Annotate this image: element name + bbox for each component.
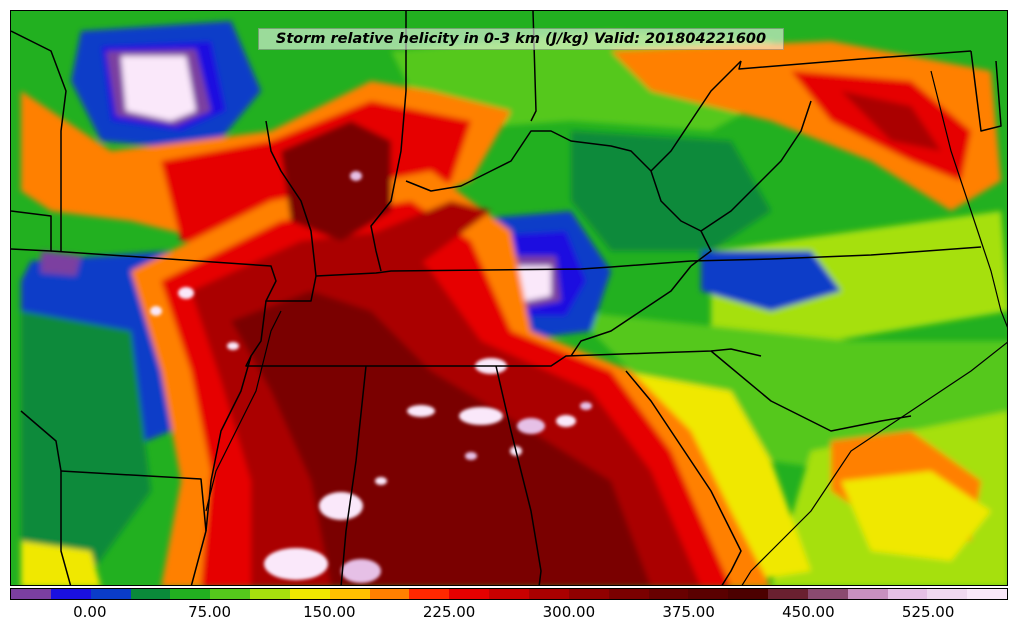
coastline — [741, 341, 1007, 585]
field-patch-yellow-coast — [841, 471, 991, 561]
colorbar-swatch — [90, 589, 131, 599]
colorbar-tick-label: 150.00 — [303, 603, 356, 621]
colorbar-tick-label: 300.00 — [542, 603, 596, 621]
coastlines-rivers — [205, 70, 1007, 585]
extreme-cell — [319, 492, 363, 520]
field-patch-blue-va — [701, 251, 841, 311]
colorbar-swatch — [528, 589, 569, 599]
border-line — [190, 355, 252, 585]
colorbar — [10, 588, 1008, 600]
colorbar-swatch — [210, 589, 251, 599]
colorbar-tick-label: 525.00 — [901, 603, 955, 621]
colorbar-swatch — [847, 589, 888, 599]
helicity-map-svg — [11, 11, 1007, 585]
helicity-extreme-cells — [150, 171, 592, 583]
border-line — [405, 130, 652, 192]
extreme-cell — [407, 405, 435, 417]
state-borders — [11, 11, 1002, 585]
border-line — [690, 230, 712, 267]
extreme-cell — [580, 402, 592, 410]
extreme-cell — [517, 418, 545, 434]
colorbar-swatch — [50, 589, 91, 599]
field-patch-purple-west — [41, 251, 81, 276]
helicity-field — [21, 21, 1007, 585]
border-line — [650, 60, 742, 172]
colorbar-swatch — [489, 589, 529, 599]
colorbar-tick-label: 75.00 — [188, 603, 232, 621]
extreme-cell — [350, 171, 362, 181]
field-patch-darkgreen-wv — [571, 131, 771, 251]
colorbar-swatch — [250, 589, 290, 599]
helicity-map: Storm relative helicity in 0-3 km (J/kg)… — [10, 10, 1008, 586]
colorbar-swatch — [568, 589, 609, 599]
extreme-cell — [178, 287, 194, 299]
field-patch-darkred-md — [841, 91, 941, 151]
colorbar-swatch — [688, 589, 729, 599]
field-patch-green-west — [21, 311, 151, 585]
coastline — [930, 70, 1007, 328]
field-patch-white-nw — [121, 56, 196, 121]
colorbar-swatch — [648, 589, 689, 599]
colorbar-swatch — [130, 589, 171, 599]
extreme-cell — [341, 559, 381, 583]
colorbar-tick-label: 450.00 — [782, 603, 835, 621]
border-line — [495, 365, 542, 585]
colorbar-swatch — [170, 589, 211, 599]
colorbar-swatch — [409, 589, 450, 599]
colorbar-ticks: 0.00 75.00 150.00 225.00 300.00 375.00 450.00 5… — [10, 600, 1008, 624]
field-patch-maroon-north — [281, 121, 391, 241]
colorbar-swatch — [608, 589, 649, 599]
colorbar-tick-label: 0.00 — [73, 603, 107, 621]
border-line — [650, 100, 812, 232]
colorbar-swatch — [449, 589, 490, 599]
border-line — [265, 120, 317, 277]
colorbar-swatch — [329, 589, 370, 599]
border-line — [370, 11, 407, 272]
border-line — [710, 350, 912, 432]
extreme-cell — [556, 415, 576, 427]
field-patch-yellow-sw — [21, 541, 101, 585]
colorbar-swatch — [967, 589, 1008, 599]
colorbar-swatch — [927, 589, 968, 599]
colorbar-tick-label: 375.00 — [662, 603, 715, 621]
extreme-cell — [264, 548, 328, 580]
border-line — [11, 30, 67, 251]
colorbar-swatch — [369, 589, 410, 599]
border-line — [340, 365, 367, 585]
colorbar-swatch — [289, 589, 330, 599]
colorbar-tick-label: 225.00 — [422, 603, 476, 621]
border-line — [738, 50, 972, 70]
border-line — [970, 50, 1002, 132]
extreme-cell — [465, 452, 477, 460]
border-line — [50, 246, 982, 302]
map-title: Storm relative helicity in 0-3 km (J/kg)… — [258, 28, 784, 50]
border-line — [245, 300, 762, 367]
border-line — [20, 410, 72, 585]
extreme-cell — [459, 407, 503, 425]
colorbar-swatch — [807, 589, 848, 599]
colorbar-swatch — [728, 589, 769, 599]
river — [205, 310, 282, 512]
colorbar-swatch — [11, 589, 51, 599]
border-line — [11, 210, 52, 252]
border-line — [570, 265, 692, 357]
colorbar-swatch — [768, 589, 808, 599]
extreme-cell — [375, 477, 387, 485]
border-line — [60, 470, 207, 532]
border-line — [625, 370, 742, 585]
colorbar-swatch — [887, 589, 928, 599]
field-patch-yellowgreen-east — [711, 211, 1007, 341]
extreme-cell — [150, 306, 162, 316]
extreme-cell — [227, 342, 239, 350]
field-patch-darkred-ridge — [331, 201, 491, 301]
